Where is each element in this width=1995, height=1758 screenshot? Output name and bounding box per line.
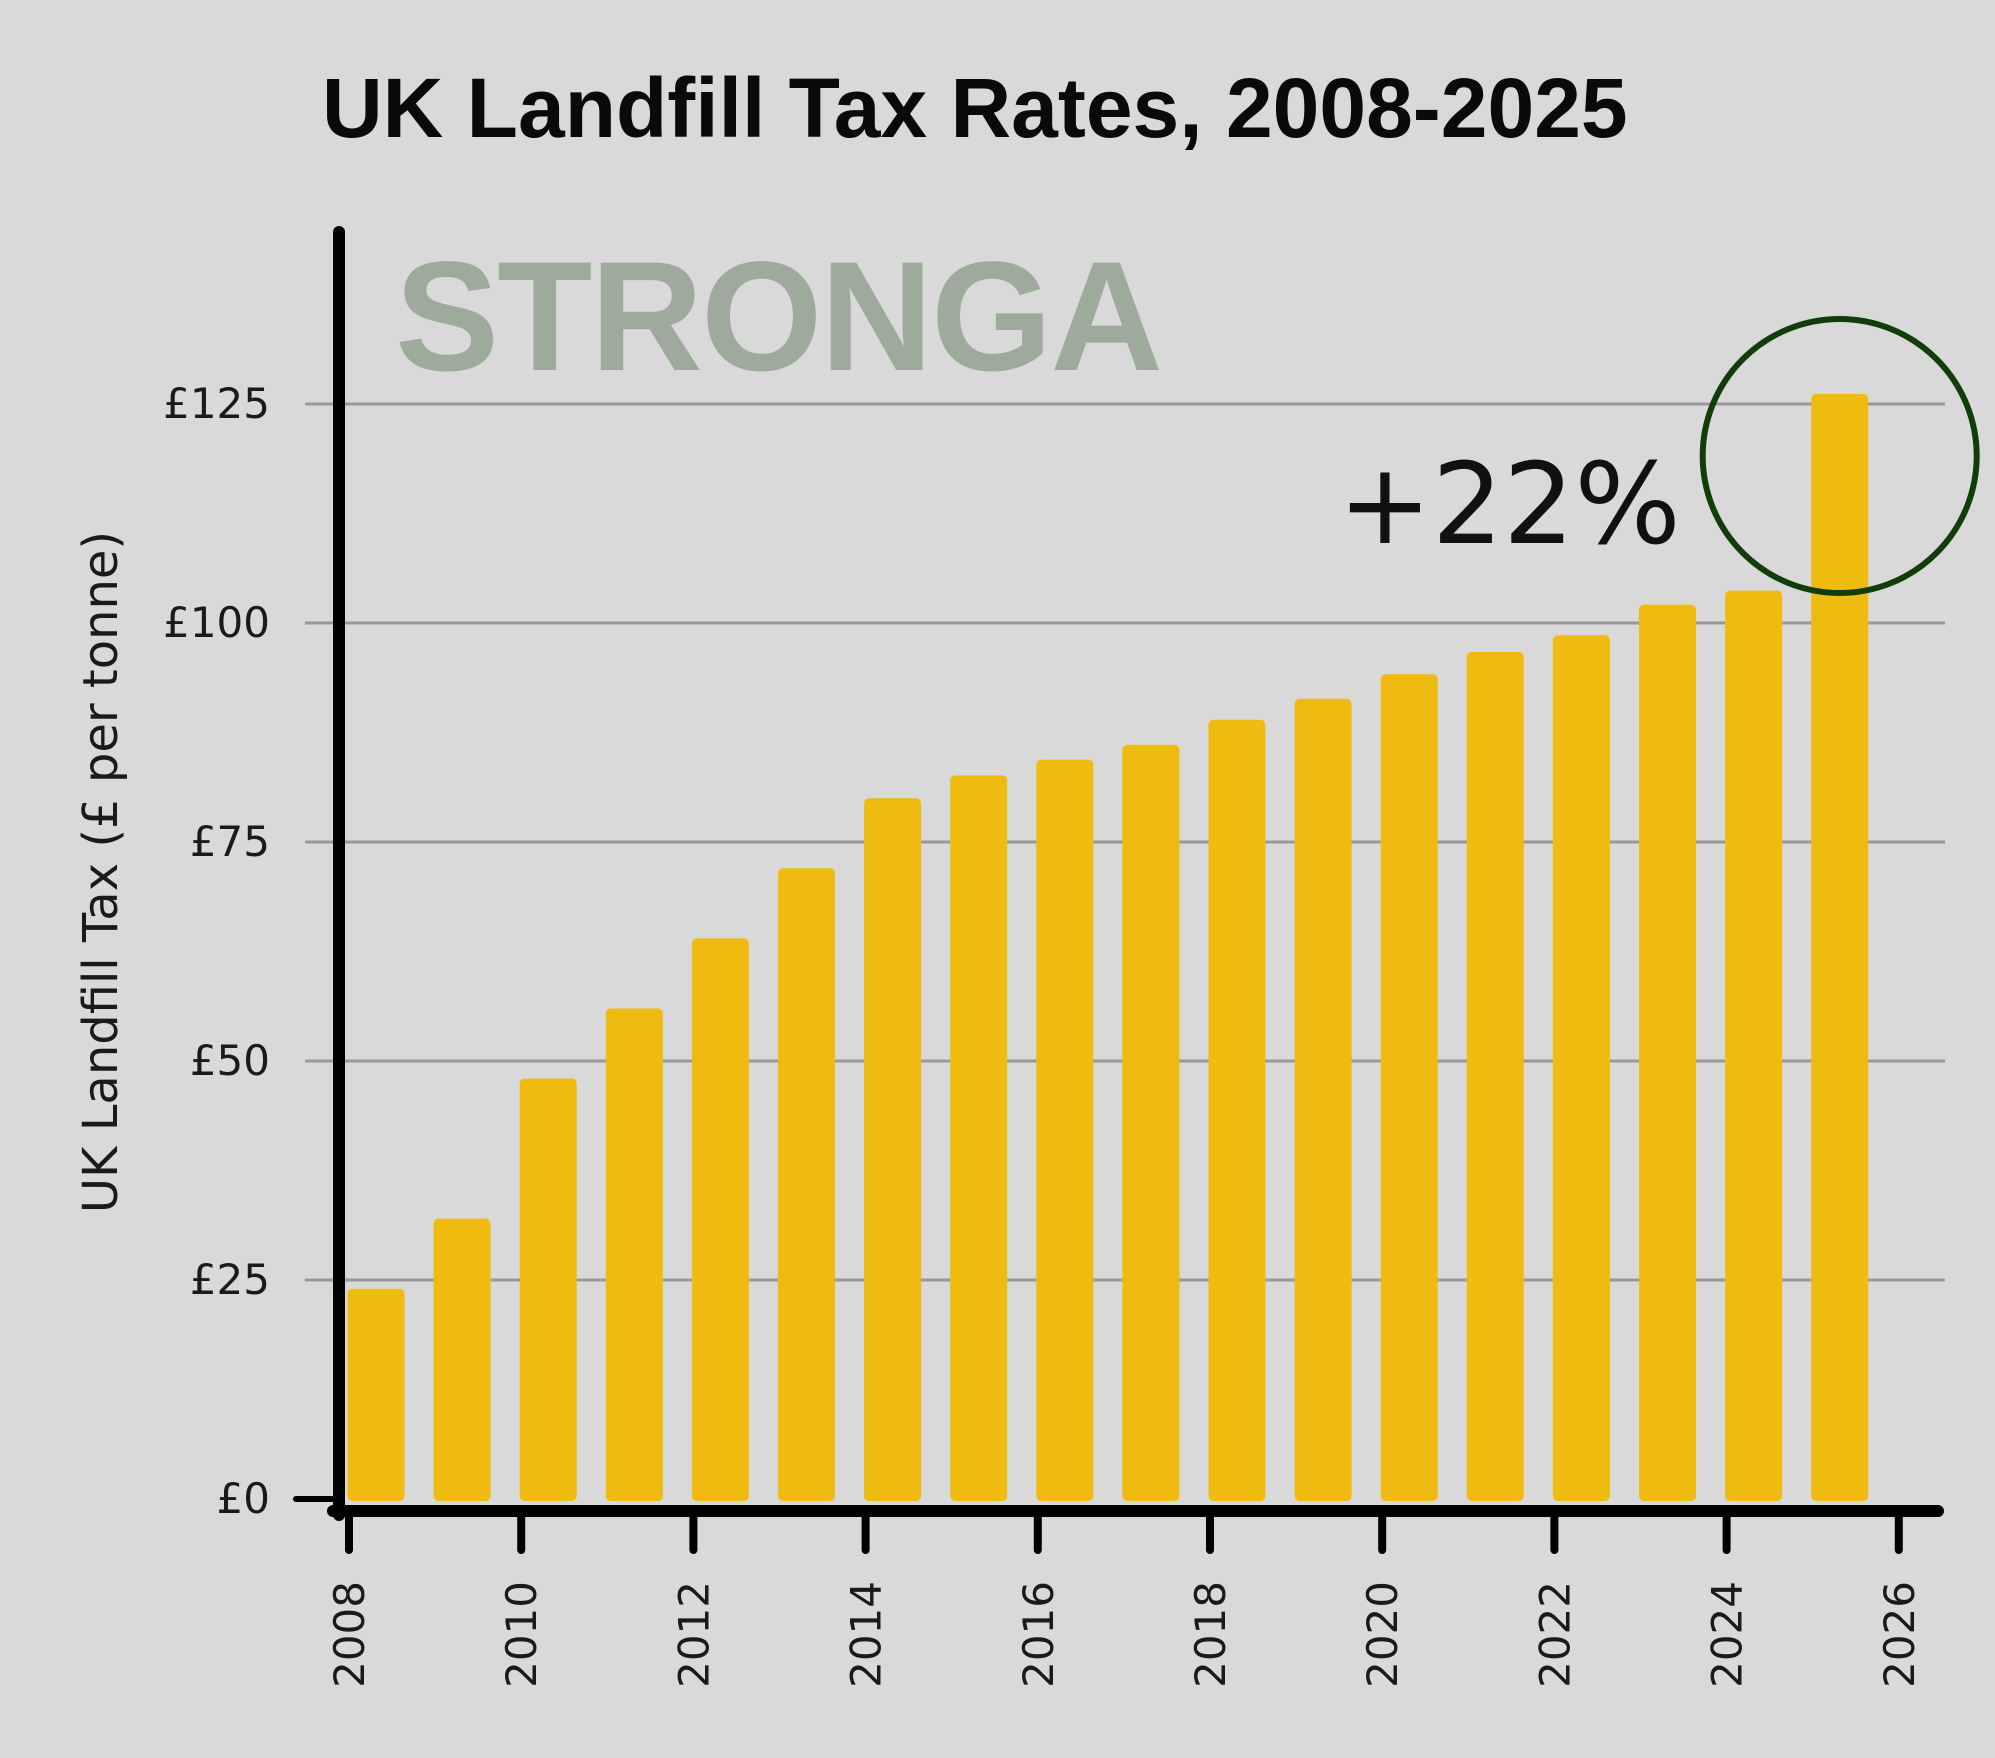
bar-2020 xyxy=(1380,674,1438,1501)
x-tick-label-2008: 2008 xyxy=(325,1581,374,1688)
bar-2024 xyxy=(1725,590,1783,1501)
bar-2016 xyxy=(1036,759,1094,1501)
x-tick-label-2024: 2024 xyxy=(1703,1581,1752,1688)
x-tick-labels: 2008 2010 2012 2014 2016 2018 2020 2022 2024 2026 xyxy=(325,1507,1924,1688)
x-tick-label-2016: 2016 xyxy=(1014,1581,1063,1688)
bar-2017 xyxy=(1122,744,1180,1501)
bars xyxy=(347,393,1869,1501)
increase-annotation: +22% xyxy=(1338,440,1681,570)
bar-2019 xyxy=(1294,698,1352,1501)
axes xyxy=(293,226,1944,1521)
y-tick-labels: £0 £25 £50 £75 £100 £125 xyxy=(163,379,270,1523)
bar-2025 xyxy=(1811,393,1869,1501)
x-tick-label-2026: 2026 xyxy=(1875,1581,1924,1688)
x-tick-label-2018: 2018 xyxy=(1186,1581,1235,1688)
x-tick-label-2014: 2014 xyxy=(842,1581,891,1688)
x-tick-label-2010: 2010 xyxy=(497,1581,546,1688)
bar-2015 xyxy=(950,775,1008,1501)
x-tick-label-2012: 2012 xyxy=(669,1581,718,1688)
bar-2010 xyxy=(519,1078,577,1501)
bar-2021 xyxy=(1466,651,1524,1501)
chart-title: UK Landfill Tax Rates, 2008-2025 xyxy=(322,61,1628,155)
y-tick-label-75: £75 xyxy=(190,817,270,866)
bar-2008 xyxy=(347,1288,405,1501)
y-tick-label-50: £50 xyxy=(190,1036,270,1085)
bar-2011 xyxy=(605,1008,663,1501)
bar-2023 xyxy=(1639,604,1696,1501)
stronga-watermark-logo: STRONGA xyxy=(395,230,1161,404)
y-tick-label-125: £125 xyxy=(163,379,270,428)
y-tick-label-0: £0 xyxy=(217,1474,270,1523)
bar-2013 xyxy=(778,868,835,1501)
bar-2012 xyxy=(691,938,749,1501)
bar-2014 xyxy=(864,798,922,1501)
y-axis-label: UK Landfill Tax (£ per tonne) xyxy=(73,531,129,1213)
highlight-circle xyxy=(1699,316,1980,596)
x-tick-label-2020: 2020 xyxy=(1358,1581,1407,1688)
bar-2018 xyxy=(1208,719,1266,1501)
y-tick-label-25: £25 xyxy=(190,1255,270,1304)
y-tick-label-100: £100 xyxy=(163,598,270,647)
bar-2022 xyxy=(1552,635,1610,1501)
bar-2009 xyxy=(433,1218,491,1501)
x-tick-label-2022: 2022 xyxy=(1530,1581,1579,1688)
